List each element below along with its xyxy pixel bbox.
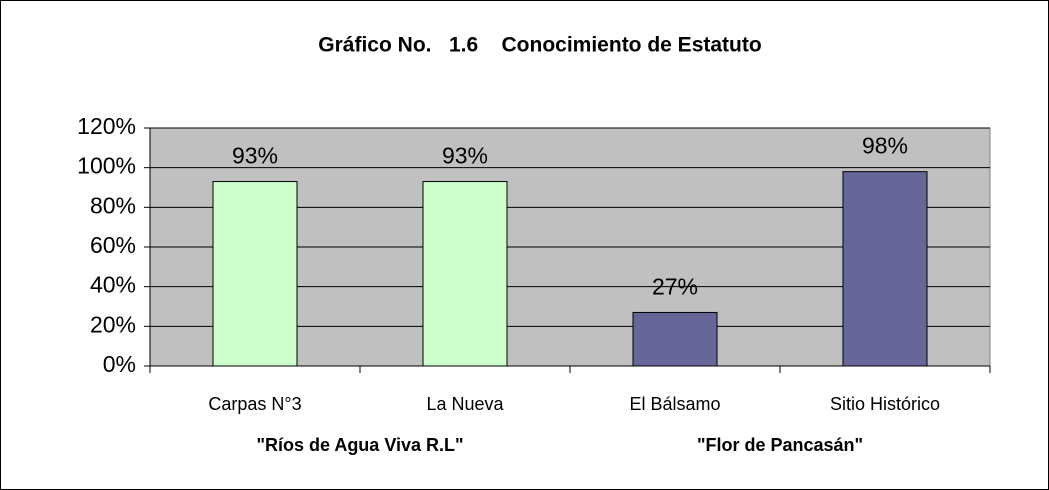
bar [422, 181, 508, 367]
y-tick-label: 100% [77, 153, 136, 179]
y-tick-label: 0% [103, 351, 136, 377]
bar [212, 181, 298, 367]
data-label: 98% [862, 133, 908, 159]
x-tick-label: El Bálsamo [629, 394, 720, 414]
x-tick-label: Sitio Histórico [830, 394, 940, 414]
data-label: 93% [442, 143, 488, 169]
bar [632, 311, 718, 367]
data-label: 93% [232, 143, 278, 169]
x-tick-label: La Nueva [426, 394, 504, 414]
group-label: "Flor de Pancasán" [697, 435, 863, 455]
y-tick-label: 80% [90, 192, 136, 218]
y-tick-label: 40% [90, 272, 136, 298]
bar [842, 171, 928, 367]
data-label: 27% [652, 274, 698, 300]
group-label: "Ríos de Agua Viva R.L" [256, 435, 463, 455]
y-tick-label: 120% [77, 113, 136, 139]
y-tick-label: 60% [90, 232, 136, 258]
y-tick-label: 20% [90, 311, 136, 337]
x-tick-label: Carpas N°3 [208, 394, 301, 414]
chart-title: Gráfico No. 1.6 Conocimiento de Estatuto [318, 34, 761, 57]
